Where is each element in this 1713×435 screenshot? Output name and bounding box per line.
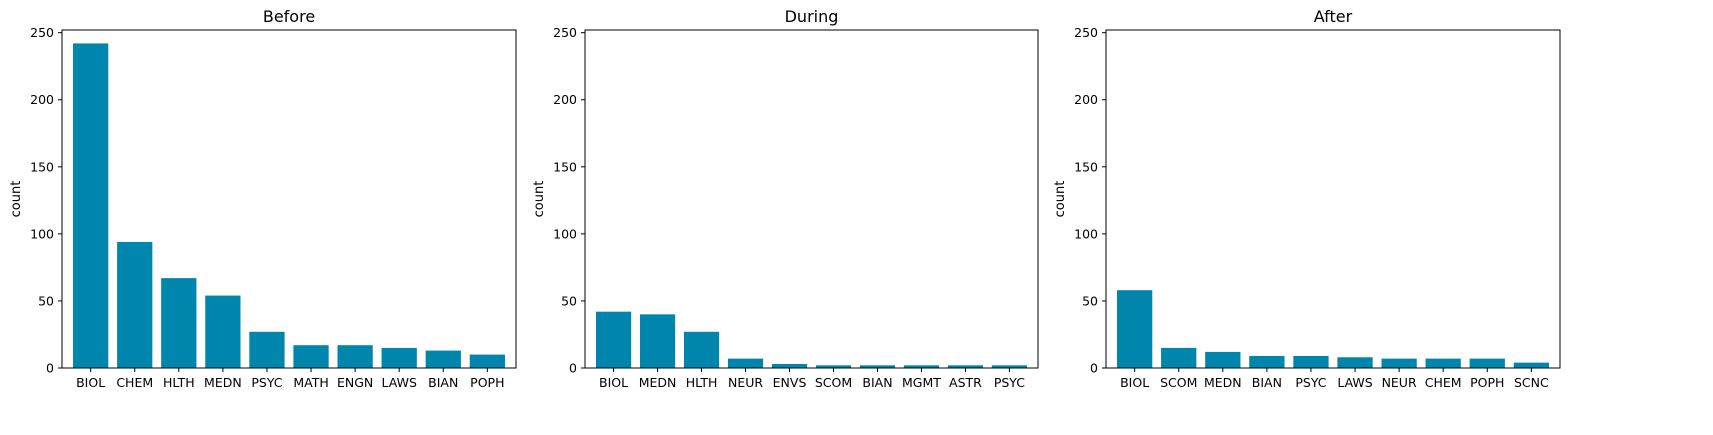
x-tick-label: MATH [293,375,328,390]
x-tick-label: BIAN [428,375,458,390]
bar-psyc [249,331,285,368]
y-tick-label: 150 [1074,159,1098,174]
bar-mgmt [903,365,940,368]
x-tick-label: POPH [1470,375,1504,390]
bar-poph [469,354,505,368]
x-tick-label: LAWS [1337,375,1372,390]
bar-biol [1117,290,1153,368]
bar-astr [947,365,984,368]
bar-medn [205,295,241,368]
plot-frame [1105,29,1561,369]
x-tick-label: HLTH [686,375,718,390]
x-tick-label: SCOM [1160,375,1197,390]
y-tick-label: 150 [553,159,577,174]
y-tick-label: 250 [30,25,54,40]
bar-hlth [161,278,197,368]
x-tick-label: ENVS [773,375,807,390]
y-tick-label: 50 [561,293,577,308]
bar-scom [1161,347,1197,368]
y-tick-label: 50 [1082,293,1098,308]
y-tick-label: 200 [30,92,54,107]
x-tick-label: CHEM [116,375,153,390]
x-tick-label: MGMT [902,375,941,390]
x-tick-label: SCNC [1514,375,1549,390]
bar-neur [727,358,764,368]
x-tick-label: POPH [470,375,504,390]
bar-chem [1425,358,1461,368]
x-tick-label: BIOL [599,375,628,390]
subplot-after: BIOL SCOM MEDN BIAN PSYC LAWS NEUR CHEM POPH SCNC… [1053,7,1561,390]
subplot-during: BIOL MEDN HLTH NEUR ENVS SCOM BIAN MGMT ASTR PSYC… [532,7,1039,390]
y-tick-label: 250 [1074,25,1098,40]
y-tick-label: 0 [569,361,577,376]
y-axis-label: count [532,181,547,218]
x-tick-label: PSYC [251,375,282,390]
x-tick-label: BIOL [76,375,105,390]
x-tick-label: BIAN [1252,375,1282,390]
bar-bian [1249,355,1285,368]
x-tick-label: HLTH [163,375,195,390]
plot-frame [584,29,1039,369]
x-tick-label: MEDN [1204,375,1242,390]
bar-scom [815,365,852,368]
chart-title: During [785,7,839,26]
bar-biol [73,43,109,369]
x-tick-label: SCOM [815,375,852,390]
bar-biol [595,311,632,368]
x-tick-label: MEDN [204,375,242,390]
bar-psyc [1293,355,1329,368]
x-tick-label: PSYC [1295,375,1326,390]
bar-math [293,345,329,368]
y-axis-label: count [9,181,24,218]
bar-medn [1205,351,1241,368]
x-tick-label: CHEM [1425,375,1462,390]
y-tick-label: 0 [46,361,54,376]
x-tick-label: MEDN [639,375,677,390]
y-tick-label: 150 [30,159,54,174]
bar-psyc [991,365,1028,368]
x-tick-label: BIOL [1120,375,1149,390]
x-tick-label: NEUR [728,375,763,390]
bar-laws [1337,357,1373,368]
y-axis-label: count [1053,181,1068,218]
x-tick-label: ENGN [337,375,373,390]
y-tick-label: 200 [1074,92,1098,107]
x-tick-label: ASTR [949,375,982,390]
bar-bian [425,350,461,368]
bar-poph [1469,358,1505,368]
bar-envs [771,363,808,368]
bar-scnc [1513,362,1549,368]
bar-medn [639,314,676,368]
bar-chem [117,241,153,368]
bar-engn [337,345,373,368]
x-tick-label: BIAN [862,375,892,390]
bar-hlth [683,331,720,368]
subplot-before: BIOL CHEM HLTH MEDN PSYC MATH ENGN LAWS BIAN POPH… [9,7,517,390]
plot-frame [61,29,517,369]
y-tick-label: 100 [30,226,54,241]
y-tick-label: 200 [553,92,577,107]
chart-title: After [1314,7,1353,26]
y-tick-label: 250 [553,25,577,40]
y-tick-label: 100 [553,226,577,241]
y-tick-label: 0 [1090,361,1098,376]
x-tick-label: NEUR [1382,375,1417,390]
bar-laws [381,347,417,368]
bar-bian [859,365,896,368]
x-tick-label: PSYC [994,375,1025,390]
bar-neur [1381,358,1417,368]
x-tick-label: LAWS [381,375,416,390]
y-tick-label: 100 [1074,226,1098,241]
chart-title: Before [263,7,315,26]
y-tick-label: 50 [38,293,54,308]
